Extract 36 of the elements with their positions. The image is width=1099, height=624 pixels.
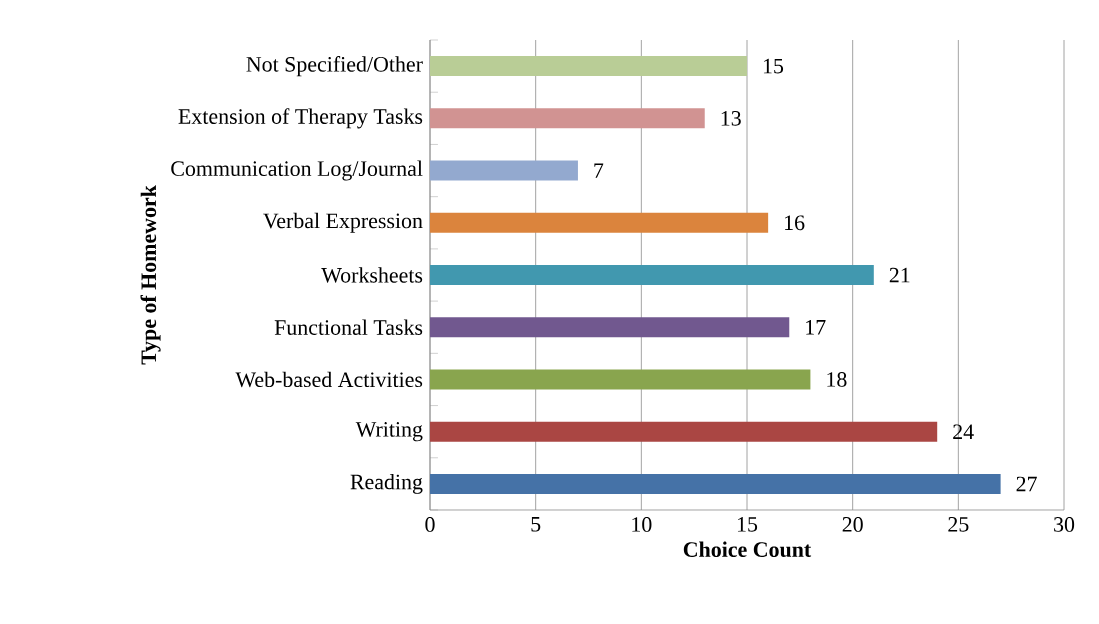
- data-label: 16: [785, 215, 805, 231]
- y-tick-label: Writing: [355, 422, 423, 442]
- bar: [430, 212, 769, 233]
- y-tick-label: Verbal Expression: [263, 212, 423, 233]
- bar: [430, 421, 938, 442]
- bar: [430, 265, 874, 285]
- x-axis-title: Choice Count: [683, 541, 812, 558]
- data-label: 13: [721, 110, 741, 126]
- x-tick-label: 0: [425, 517, 435, 532]
- bar: [430, 160, 578, 181]
- y-tick-label: Extension of Therapy Tasks: [178, 108, 423, 129]
- x-tick-label: 5: [531, 517, 541, 532]
- bar: [430, 473, 1001, 494]
- bar: [430, 108, 705, 129]
- x-tick-label: 10: [632, 517, 652, 532]
- data-label: 15: [763, 58, 784, 74]
- x-tick-label: 20: [842, 517, 863, 532]
- x-tick-label: 25: [948, 517, 969, 532]
- data-label: 27: [1016, 476, 1037, 492]
- data-label: 24: [953, 424, 974, 439]
- y-tick-label: Functional Tasks: [274, 319, 423, 335]
- data-label: 7: [594, 163, 604, 178]
- bar: [430, 317, 790, 338]
- y-tick-label: Communication Log/Journal: [171, 160, 423, 181]
- y-tick-label: Worksheets: [321, 267, 423, 283]
- y-tick-label: Not Specified/Other: [246, 56, 423, 77]
- data-label: 17: [806, 319, 826, 335]
- y-tick-label: Reading: [350, 473, 423, 494]
- data-label: 18: [827, 372, 847, 387]
- data-label: 21: [889, 267, 910, 283]
- x-tick-label: 30: [1054, 517, 1075, 532]
- y-axis-title: Type of Homework: [140, 185, 161, 365]
- y-tick-label: Web-based Activities: [235, 371, 423, 388]
- x-tick-label: 15: [737, 517, 758, 532]
- bar: [430, 369, 811, 390]
- bar: [430, 56, 748, 77]
